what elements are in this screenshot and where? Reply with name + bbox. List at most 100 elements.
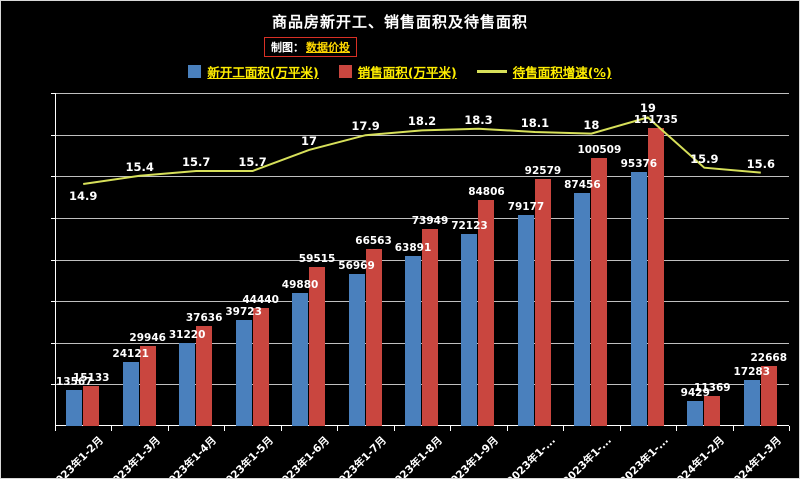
bar-new-starts bbox=[292, 293, 309, 426]
legend-label: 销售面积(万平米) bbox=[357, 65, 457, 80]
growth-line-layer bbox=[83, 116, 761, 185]
bar-sales bbox=[196, 325, 213, 426]
line-value-label: 15.7 bbox=[238, 154, 267, 169]
gridline bbox=[55, 176, 789, 178]
x-axis-tick bbox=[506, 426, 508, 431]
bar-value-label: 31220 bbox=[168, 328, 206, 341]
bar-new-starts bbox=[235, 320, 252, 426]
bar-new-starts bbox=[574, 193, 591, 426]
bar-new-starts bbox=[405, 255, 421, 426]
bar-sales bbox=[83, 385, 100, 426]
bar-sales bbox=[647, 128, 664, 426]
bar-value-label: 66563 bbox=[355, 234, 392, 247]
line-marker-icon bbox=[476, 70, 507, 73]
line-value-label: 18.2 bbox=[407, 114, 437, 129]
gridline bbox=[55, 217, 789, 219]
bar-sales bbox=[309, 267, 326, 426]
line-value-label: 17.9 bbox=[351, 119, 380, 134]
bar-value-label: 44440 bbox=[242, 293, 279, 306]
bar-sales bbox=[422, 229, 438, 426]
x-axis-tick bbox=[224, 426, 226, 431]
bar-sales bbox=[139, 346, 156, 426]
bar-sales bbox=[252, 307, 269, 426]
bar-new-starts bbox=[122, 361, 139, 426]
bar-new-starts bbox=[517, 215, 534, 426]
bar-value-label: 111735 bbox=[633, 114, 678, 127]
y-axis-tick bbox=[51, 259, 55, 261]
bar-value-label: 17283 bbox=[733, 365, 771, 378]
legend-label: 新开工面积(万平米) bbox=[207, 65, 319, 80]
bar-value-label: 13567 bbox=[55, 375, 93, 388]
line-value-label: 15.6 bbox=[746, 156, 775, 171]
y-axis-tick bbox=[51, 342, 55, 344]
bar-value-label: 22668 bbox=[750, 351, 788, 364]
bar-value-label: 49880 bbox=[281, 279, 319, 292]
gridline bbox=[55, 93, 789, 94]
bar-value-label: 29946 bbox=[129, 332, 166, 345]
y-axis-tick bbox=[51, 217, 55, 219]
line-value-label: 14.9 bbox=[69, 188, 98, 203]
bar-value-label: 59515 bbox=[298, 253, 336, 266]
x-axis-tick bbox=[337, 426, 339, 431]
line-value-label: 15.4 bbox=[125, 159, 154, 174]
y-axis-tick bbox=[51, 301, 55, 303]
x-tick-label: 2023年1-4月 bbox=[161, 434, 220, 479]
bar-value-label: 37636 bbox=[185, 311, 223, 324]
bar-value-label: 87456 bbox=[564, 179, 601, 192]
y-axis-tick bbox=[51, 93, 55, 94]
y-axis-tick bbox=[51, 176, 55, 178]
x-axis-tick bbox=[563, 426, 565, 431]
bar-new-starts bbox=[348, 274, 365, 426]
bar-value-label: 15133 bbox=[72, 371, 110, 384]
x-tick-label: 2024年1-2月 bbox=[669, 434, 728, 479]
y-axis-tick bbox=[51, 134, 55, 136]
x-axis-tick bbox=[393, 426, 395, 431]
credit-name: 数据价投 bbox=[306, 41, 350, 54]
bar-value-label: 79177 bbox=[507, 201, 545, 214]
line-value-label: 18.3 bbox=[464, 112, 493, 127]
chart-title: 商品房新开工、销售面积及待售面积 bbox=[271, 13, 528, 31]
bar-value-label: 73949 bbox=[411, 214, 449, 227]
bar-value-label: 95376 bbox=[620, 157, 658, 170]
growth-line bbox=[83, 116, 761, 185]
x-axis-tick bbox=[111, 426, 113, 431]
bar-sales bbox=[704, 395, 721, 426]
bar-new-starts bbox=[687, 400, 704, 426]
x-tick-label: 2023年1-2月 bbox=[48, 434, 107, 479]
line-value-label: 18 bbox=[583, 117, 600, 132]
bar-new-starts bbox=[461, 233, 478, 426]
bar-sales bbox=[365, 248, 382, 426]
gridline bbox=[55, 134, 789, 136]
square-marker-icon bbox=[338, 65, 352, 78]
x-axis-tick bbox=[280, 426, 282, 431]
x-tick-label: 2023年1-... bbox=[560, 434, 615, 479]
bar-value-label: 63891 bbox=[394, 241, 432, 254]
y-axis-tick bbox=[51, 384, 55, 386]
line-value-label: 18.1 bbox=[520, 115, 550, 130]
bar-value-label: 9429 bbox=[680, 386, 710, 399]
bar-value-label: 84806 bbox=[468, 186, 505, 199]
x-tick-label: 2023年1-... bbox=[504, 434, 558, 479]
bar-new-starts bbox=[630, 171, 647, 426]
x-axis-tick bbox=[450, 426, 452, 431]
x-axis-tick bbox=[167, 426, 169, 431]
bar-new-starts bbox=[179, 342, 196, 426]
line-value-label: 17 bbox=[301, 133, 318, 148]
legend-label: 待售面积增速(%) bbox=[512, 65, 612, 80]
bar-value-label: 92579 bbox=[524, 165, 562, 178]
x-axis-tick bbox=[55, 426, 56, 431]
bar-new-starts bbox=[66, 389, 83, 426]
bar-value-label: 24121 bbox=[112, 347, 149, 360]
credit-label: 制图： bbox=[271, 41, 304, 54]
credit-badge: 制图： 数据价投 bbox=[264, 37, 357, 57]
plot-area: 13567 15133 24121 29946 31220 37636 39723 44440… bbox=[49, 93, 790, 478]
x-tick-label: 2023年1-... bbox=[617, 434, 671, 479]
y-axis-line bbox=[55, 93, 56, 426]
bar-value-label: 56969 bbox=[338, 260, 375, 273]
bar-value-label: 72123 bbox=[451, 219, 488, 232]
x-tick-label: 2023年1-3月 bbox=[105, 434, 163, 479]
x-tick-label: 2023年1-7月 bbox=[331, 434, 389, 479]
bar-sales bbox=[760, 365, 777, 426]
x-axis-tick bbox=[732, 426, 734, 431]
